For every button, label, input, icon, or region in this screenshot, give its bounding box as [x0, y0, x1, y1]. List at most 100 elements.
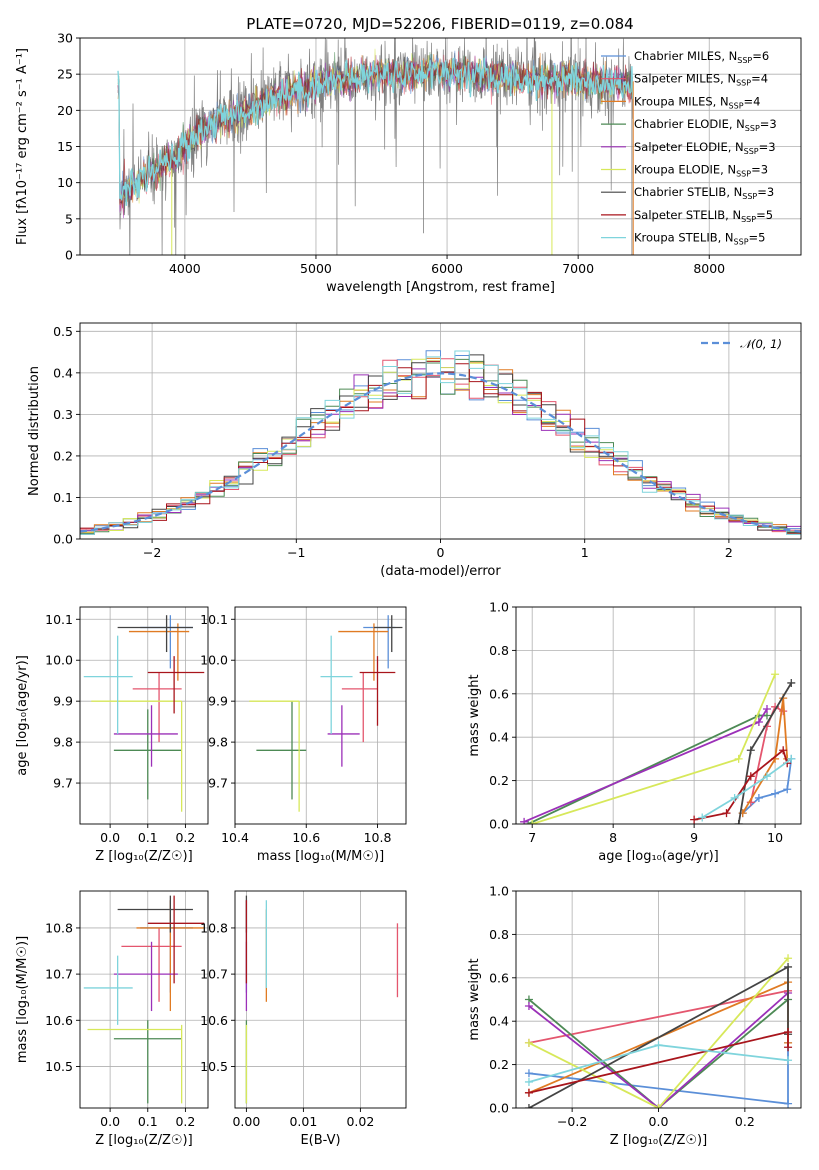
panel-mass_vs_Z: 0.0 0.1 0.2 10.5 10.6 10.7 10.8 Z [log₁₀(Z/Z☉)]… — [15, 890, 209, 1148]
x-tick-label: 2 — [725, 545, 733, 560]
x-tick-label: −2 — [143, 545, 161, 560]
x-axis-label: age [log₁₀(age/yr)] — [598, 849, 719, 864]
y-tick-label: 1.0 — [489, 884, 509, 899]
mass-weight-marker — [746, 746, 755, 755]
mass-weight-marker — [754, 718, 763, 727]
y-tick-label: 10.0 — [45, 653, 73, 668]
gridlines — [516, 890, 801, 1109]
errorbar-point — [113, 709, 182, 800]
errorbar-point — [113, 1020, 182, 1104]
y-tick-label: 0.6 — [489, 970, 509, 985]
y-axis-label: age [log₁₀(age/yr)] — [15, 655, 30, 776]
mass-weight-marker — [528, 820, 537, 824]
legend-entry: Salpeter ELODIE, NSSP=3 — [634, 140, 776, 156]
y-tick-label: 9.7 — [208, 776, 228, 791]
plot-area — [245, 895, 399, 1104]
figure-title: PLATE=0720, MJD=52206, FIBERID=0119, z=0… — [246, 15, 633, 33]
y-tick-label: 0.0 — [489, 1101, 509, 1116]
y-axis-label: Flux [fλ10⁻¹⁷ erg cm⁻² s⁻¹ A⁻¹] — [15, 48, 30, 245]
y-tick-label: 9.8 — [208, 735, 228, 750]
x-tick-label: 0.01 — [289, 1114, 317, 1129]
y-tick-label: 9.9 — [53, 694, 73, 709]
legend: Chabrier MILES, NSSP=6 Salpeter MILES, NS… — [601, 49, 777, 247]
mass-weight-marker — [784, 962, 793, 971]
x-tick-label: 0 — [437, 545, 445, 560]
x-tick-label: −0.2 — [557, 1114, 587, 1129]
x-axis-label: Z [log₁₀(Z/Z☉)] — [95, 849, 192, 864]
errorbar-point — [320, 635, 353, 734]
mass-weight-marker — [784, 1028, 793, 1037]
y-axis-label: mass weight — [467, 674, 482, 756]
mass-weight-marker — [762, 704, 771, 713]
axes-frame — [515, 606, 802, 825]
x-tick-label: 0.2 — [735, 1114, 755, 1129]
x-tick-label: 0.1 — [138, 830, 158, 845]
mass-weight-line — [528, 989, 789, 1044]
errorbar-point — [341, 672, 378, 743]
y-tick-label: 0.4 — [489, 1014, 509, 1029]
y-tick-label: 9.7 — [53, 776, 73, 791]
mass-weight-marker — [654, 1104, 663, 1108]
y-tick-label: 10.6 — [45, 1013, 73, 1028]
y-tick-label: 0.3 — [53, 407, 73, 422]
x-axis-label: E(B-V) — [300, 1133, 340, 1148]
legend-entry: Chabrier STELIB, NSSP=3 — [634, 185, 774, 201]
plot-area — [83, 895, 205, 1104]
model-spectrum-line — [117, 56, 634, 209]
x-tick-label: 0.00 — [232, 1114, 260, 1129]
legend-entry: Kroupa ELODIE, NSSP=3 — [634, 163, 768, 179]
model-spectrum-line — [117, 57, 634, 206]
y-tick-label: 0.6 — [489, 686, 509, 701]
y-tick-label: 0.8 — [489, 643, 509, 658]
errorbar-point — [83, 955, 133, 1025]
y-tick-label: 10.0 — [200, 653, 228, 668]
x-tick-label: 7000 — [562, 261, 594, 276]
legend-entry: Chabrier ELODIE, NSSP=3 — [634, 117, 777, 133]
x-tick-label: 6000 — [431, 261, 463, 276]
axes-frame — [79, 322, 802, 540]
mass-weight-marker — [690, 815, 699, 824]
y-axis-label: Normed distribution — [27, 366, 42, 496]
mass-weight-marker — [730, 793, 739, 802]
mass-weight-line — [741, 697, 789, 814]
mass-weight-marker — [784, 1056, 793, 1065]
axes-frame — [234, 606, 407, 825]
y-tick-label: 0 — [65, 248, 73, 263]
mass-weight-marker — [654, 1041, 663, 1050]
mass-weight-marker — [698, 813, 707, 822]
x-axis-label: (data-model)/error — [380, 564, 501, 579]
y-tick-label: 0.2 — [489, 773, 509, 788]
mass-weight-marker — [783, 785, 792, 794]
mass-weight-line — [528, 992, 789, 1108]
x-tick-label: 9 — [690, 830, 698, 845]
mass-weight-marker — [524, 1088, 533, 1097]
panel-massweight_vs_Z: −0.2 0.0 0.2 0.0 0.2 0.4 0.6 0.8 1.0 Z [log₁₀(Z/Z… — [467, 884, 802, 1148]
y-tick-label: 10.7 — [200, 967, 228, 982]
legend-entry: Kroupa STELIB, NSSP=5 — [634, 231, 765, 247]
x-tick-label: 4000 — [169, 261, 201, 276]
axes-frame — [79, 890, 209, 1109]
mass-weight-marker — [524, 1002, 533, 1011]
panel-mass_vs_ebv: 0.00 0.01 0.02 10.5 10.6 10.7 10.8 E(B-V) — [200, 890, 407, 1148]
mass-weight-marker — [784, 954, 793, 963]
mass-weight-marker — [520, 817, 529, 824]
y-tick-label: 30 — [57, 31, 73, 46]
y-tick-label: 0.8 — [489, 927, 509, 942]
x-axis-label: Z [log₁₀(Z/Z☉)] — [95, 1133, 192, 1148]
y-tick-label: 10 — [57, 175, 73, 190]
legend-entry: Salpeter MILES, NSSP=4 — [634, 72, 768, 88]
x-axis-label: wavelength [Angstrom, rest frame] — [326, 280, 555, 295]
x-axis-label: mass [log₁₀(M/M☉)] — [257, 849, 384, 864]
mass-weight-line — [528, 957, 789, 1108]
mass-weight-marker — [524, 820, 533, 824]
x-tick-label: 7 — [528, 830, 536, 845]
gridlines — [80, 607, 208, 824]
y-tick-label: 10.6 — [200, 1013, 228, 1028]
legend-entry: Chabrier MILES, NSSP=6 — [634, 49, 769, 65]
errorbar-point — [113, 705, 178, 767]
axes-frame — [79, 37, 802, 256]
y-tick-label: 9.9 — [208, 694, 228, 709]
mass-weight-marker — [746, 772, 755, 781]
y-tick-label: 9.8 — [53, 735, 73, 750]
gridlines — [235, 891, 406, 1108]
